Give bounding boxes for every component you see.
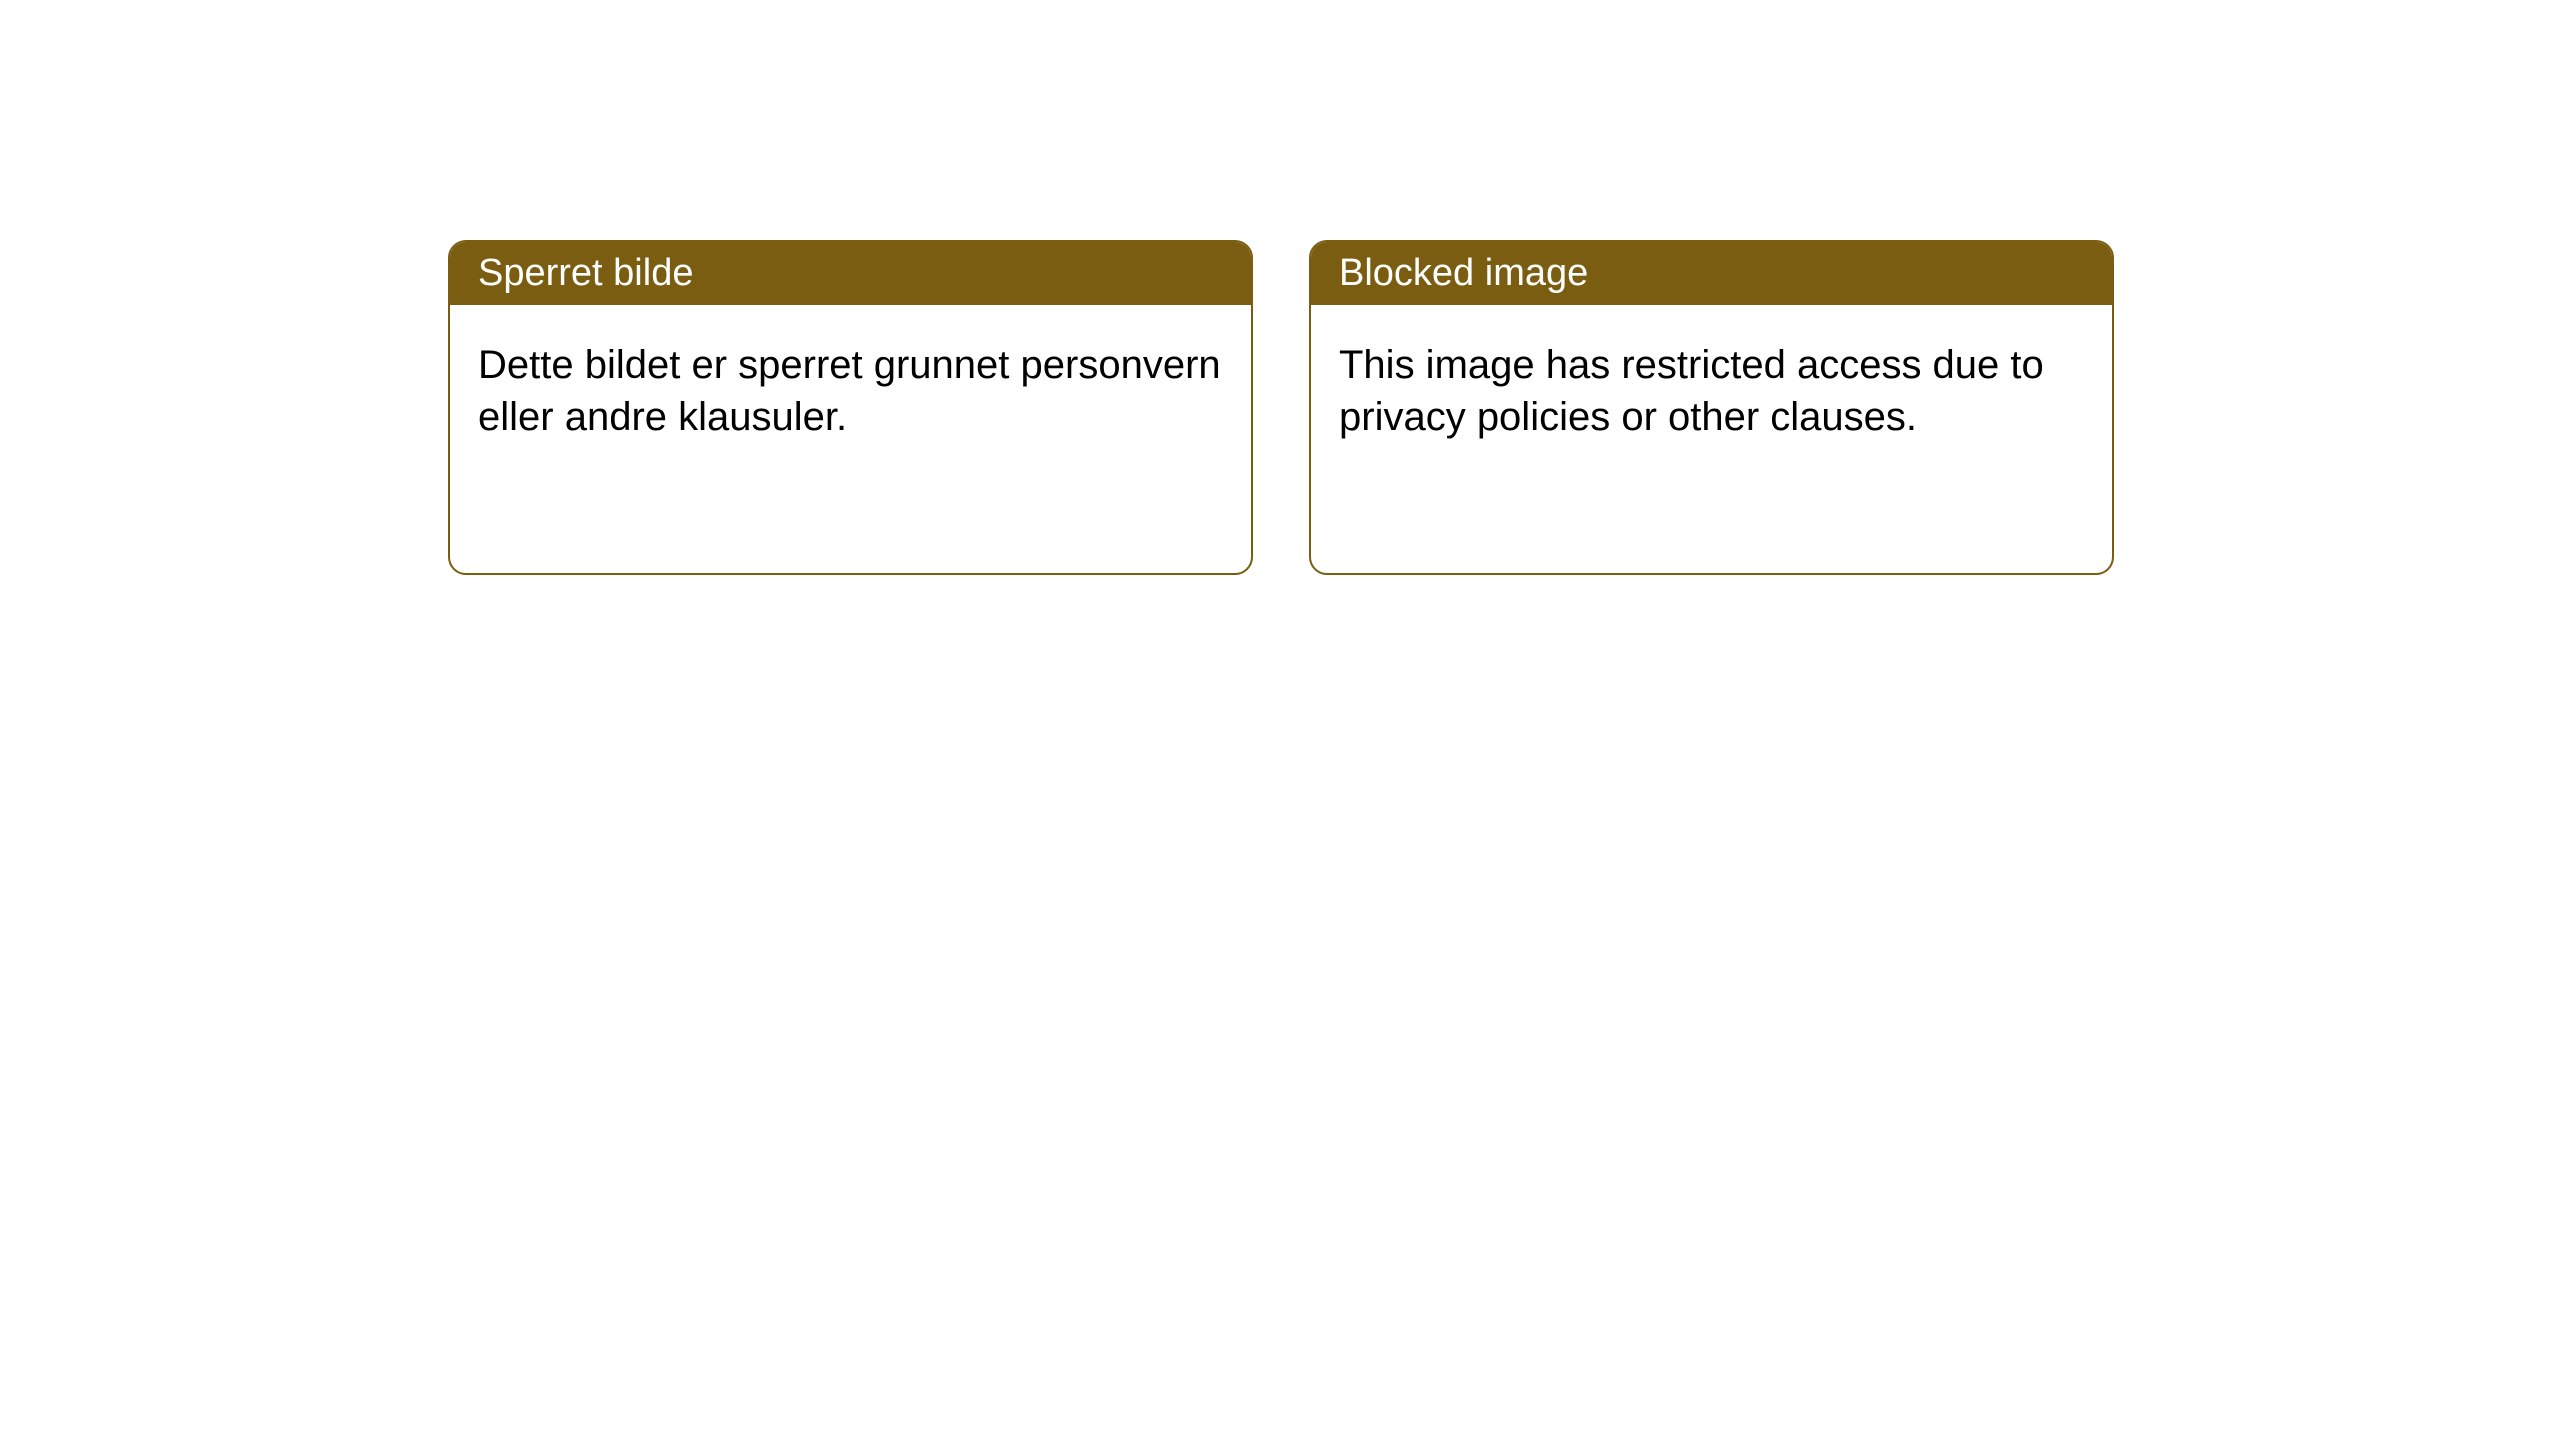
card-header-en: Blocked image bbox=[1311, 242, 2112, 305]
blocked-image-card-en: Blocked image This image has restricted … bbox=[1309, 240, 2114, 575]
card-body-no: Dette bildet er sperret grunnet personve… bbox=[450, 305, 1251, 477]
card-header-no: Sperret bilde bbox=[450, 242, 1251, 305]
blocked-image-card-no: Sperret bilde Dette bildet er sperret gr… bbox=[448, 240, 1253, 575]
card-body-en: This image has restricted access due to … bbox=[1311, 305, 2112, 477]
cards-container: Sperret bilde Dette bildet er sperret gr… bbox=[0, 0, 2560, 575]
